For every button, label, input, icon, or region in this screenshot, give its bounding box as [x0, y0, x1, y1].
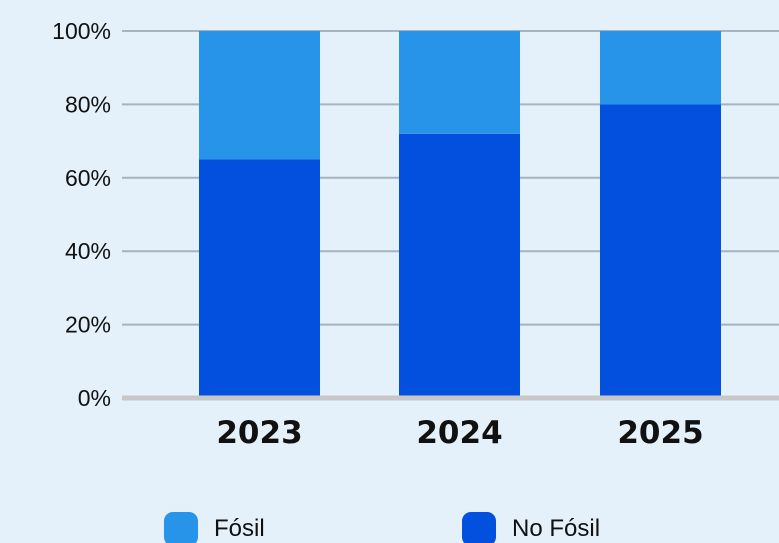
- y-tick-label: 100%: [52, 18, 111, 44]
- x-category-label: 2023: [216, 415, 302, 451]
- x-category-label: 2025: [617, 415, 703, 451]
- y-tick-label: 20%: [65, 312, 111, 338]
- bars: [199, 31, 721, 399]
- y-tick-label: 80%: [65, 91, 111, 117]
- legend-swatch-fosil: [164, 512, 198, 543]
- y-tick-label: 0%: [78, 385, 111, 411]
- legend-label-fosil: Fósil: [214, 515, 265, 542]
- legend: Fósil No Fósil: [164, 512, 600, 543]
- bar-2025-fosil: [600, 31, 721, 105]
- bar-2025-no-fosil: [600, 104, 721, 399]
- legend-swatch-no-fosil: [462, 512, 496, 543]
- y-tick-label: 60%: [65, 165, 111, 191]
- bar-2024-fosil: [399, 31, 520, 134]
- x-axis-baseline: [122, 395, 779, 401]
- x-axis-category-labels: 2023 2024 2025: [216, 415, 703, 451]
- legend-label-no-fosil: No Fósil: [512, 515, 600, 542]
- bar-2023-fosil: [199, 31, 320, 160]
- x-axis-baseline-line: [122, 395, 779, 401]
- y-tick-label: 40%: [65, 238, 111, 264]
- bar-2023-no-fosil: [199, 159, 320, 398]
- x-category-label: 2024: [416, 415, 502, 451]
- bar-2024-no-fosil: [399, 133, 520, 398]
- y-axis-tick-labels: 0% 20% 40% 60% 80% 100%: [52, 18, 111, 411]
